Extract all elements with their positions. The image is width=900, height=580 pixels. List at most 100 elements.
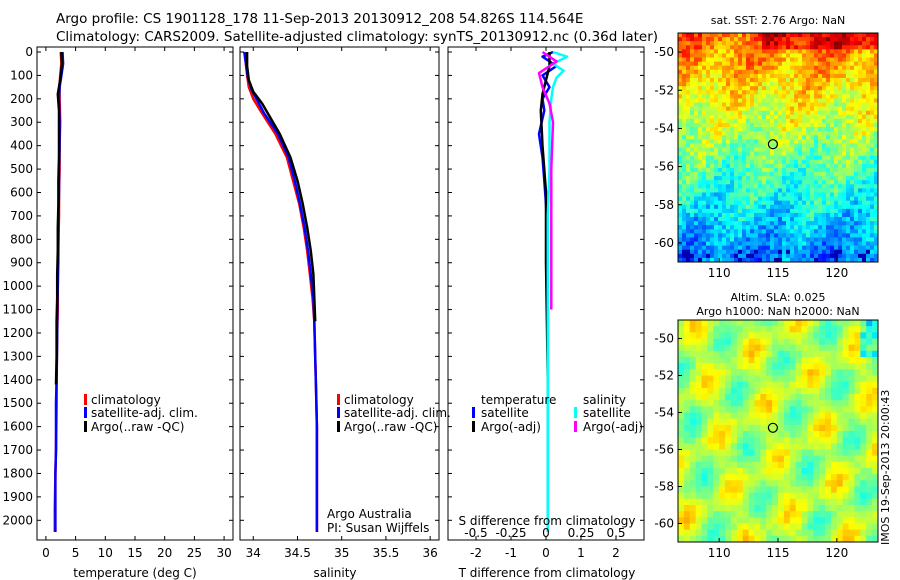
map-cell bbox=[778, 69, 783, 75]
map-cell bbox=[842, 461, 849, 469]
map-cell bbox=[706, 131, 711, 136]
map-cell bbox=[678, 332, 685, 339]
map-cell bbox=[695, 412, 702, 420]
side-timestamp-label: IMOS 19-Sep-2013 20:00:43 bbox=[879, 390, 892, 545]
map-cell bbox=[819, 400, 826, 407]
map-cell bbox=[819, 437, 826, 444]
map-cell bbox=[848, 424, 855, 432]
map-cell bbox=[762, 73, 767, 79]
map-cell bbox=[822, 188, 827, 193]
map-cell bbox=[710, 221, 715, 226]
map-cell bbox=[686, 131, 691, 136]
difference-legend: temperature satellite Argo(-adj) salinit… bbox=[472, 393, 643, 434]
map-cell bbox=[678, 498, 685, 506]
map-cell bbox=[874, 151, 878, 157]
map-cell bbox=[874, 184, 878, 189]
map-cell bbox=[819, 468, 826, 475]
map-cell bbox=[846, 151, 851, 157]
map-cell bbox=[846, 147, 851, 152]
map-cell bbox=[778, 110, 783, 116]
map-cell bbox=[778, 257, 783, 262]
map-cell bbox=[854, 110, 859, 116]
map-cell bbox=[774, 188, 779, 193]
map-cell bbox=[778, 65, 783, 71]
map-cell bbox=[707, 517, 714, 524]
map-cell bbox=[801, 394, 808, 401]
map-cell bbox=[778, 375, 785, 383]
map-cell bbox=[772, 468, 779, 475]
map-cell bbox=[766, 102, 771, 108]
map-cell bbox=[701, 338, 708, 346]
map-cell bbox=[714, 122, 719, 128]
map-cell bbox=[754, 200, 759, 206]
map-cell bbox=[760, 406, 767, 413]
map-cell bbox=[854, 159, 859, 165]
map-cell bbox=[770, 245, 775, 251]
map-cell bbox=[810, 98, 815, 103]
map-cell bbox=[746, 127, 751, 132]
map-cell bbox=[814, 196, 819, 202]
map-cell bbox=[678, 455, 685, 463]
map-cell bbox=[842, 143, 847, 148]
map-cell bbox=[730, 151, 735, 157]
map-cell bbox=[838, 61, 843, 67]
map-cell bbox=[722, 94, 727, 99]
map-cell bbox=[689, 369, 697, 376]
map-cell bbox=[872, 412, 878, 420]
map-cell bbox=[798, 229, 803, 234]
map-cell bbox=[822, 180, 827, 185]
map-cell bbox=[725, 338, 732, 346]
map-cell bbox=[819, 443, 826, 450]
map-cell bbox=[772, 418, 779, 426]
map-cell bbox=[746, 176, 751, 181]
map-cell bbox=[860, 369, 867, 376]
map-cell bbox=[736, 480, 744, 487]
map-cell bbox=[742, 155, 747, 161]
map-cell bbox=[713, 523, 720, 531]
map-cell bbox=[682, 61, 687, 67]
sla-colormap bbox=[678, 320, 878, 542]
y-tick-label: 200 bbox=[10, 92, 33, 106]
map-cell bbox=[814, 61, 819, 67]
map-cell bbox=[846, 188, 851, 193]
map-cell bbox=[858, 225, 863, 230]
x-tick-label: 30 bbox=[216, 546, 231, 560]
map-cell bbox=[836, 535, 844, 542]
map-cell bbox=[850, 77, 855, 83]
map-cell bbox=[682, 114, 687, 120]
map-cell bbox=[698, 221, 703, 226]
map-cell bbox=[818, 233, 823, 238]
map-cell bbox=[766, 221, 771, 226]
map-cell bbox=[862, 90, 867, 95]
map-cell bbox=[789, 350, 797, 358]
map-cell bbox=[690, 217, 695, 222]
map-cell bbox=[762, 253, 767, 259]
map-cell bbox=[770, 53, 775, 58]
map-cell bbox=[870, 163, 875, 169]
map-cell bbox=[858, 229, 863, 234]
map-cell bbox=[754, 468, 761, 475]
map-cell bbox=[734, 86, 739, 91]
map-cell bbox=[826, 196, 831, 202]
map-cell bbox=[682, 155, 687, 161]
map-cell bbox=[790, 172, 795, 177]
map-cell bbox=[710, 212, 715, 218]
map-cell bbox=[766, 455, 773, 463]
map-cell bbox=[826, 90, 831, 95]
map-cell bbox=[766, 245, 771, 251]
map-cell bbox=[714, 102, 719, 108]
map-cell bbox=[742, 523, 749, 531]
map-cell bbox=[722, 53, 727, 58]
map-cell bbox=[834, 94, 839, 99]
x-tick-label: -1 bbox=[505, 546, 517, 560]
map-cell bbox=[726, 253, 731, 259]
map-cell bbox=[874, 49, 878, 54]
map-cell bbox=[694, 196, 699, 202]
map-cell bbox=[826, 151, 831, 157]
map-cell bbox=[690, 110, 695, 116]
map-cell bbox=[842, 511, 849, 518]
map-cell bbox=[830, 86, 835, 91]
map-cell bbox=[801, 381, 808, 389]
map-cell bbox=[678, 523, 685, 531]
map-cell bbox=[730, 208, 735, 214]
